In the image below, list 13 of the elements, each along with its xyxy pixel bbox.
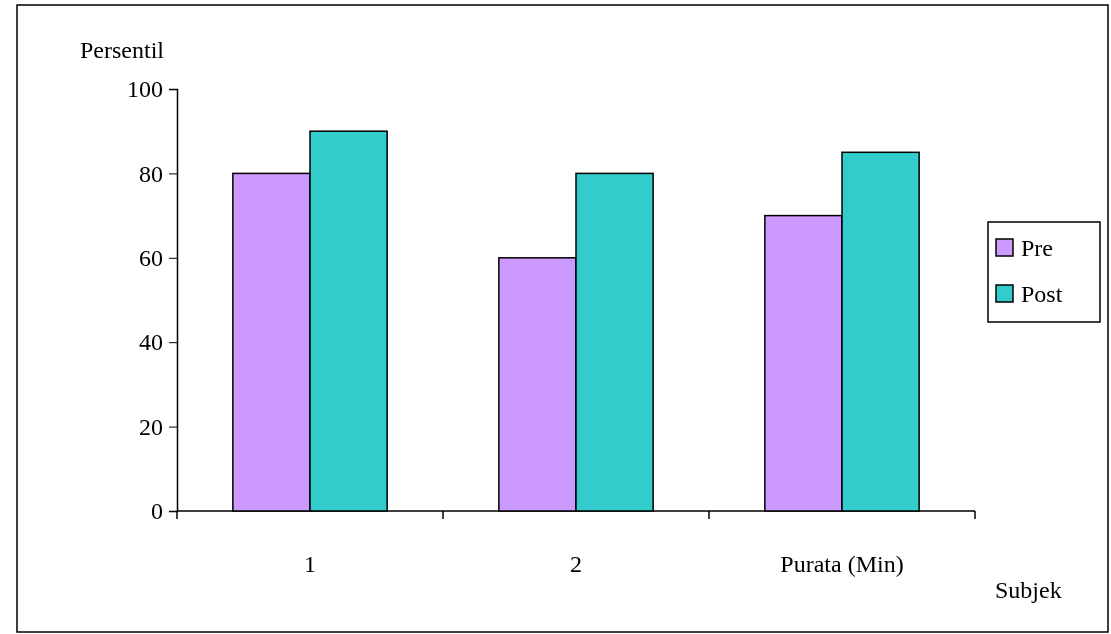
legend-label: Pre	[1021, 235, 1053, 261]
x-tick-label: Purata (Min)	[780, 551, 904, 577]
x-tick-label: 2	[570, 551, 582, 577]
y-tick-label: 80	[139, 160, 163, 187]
legend-label: Post	[1021, 281, 1063, 307]
y-axis-title: Persentil	[80, 37, 165, 63]
y-tick-label: 0	[151, 498, 163, 525]
y-tick-label: 100	[127, 76, 163, 103]
x-axis-title: Subjek	[995, 577, 1062, 603]
x-tick-label: 1	[304, 551, 316, 577]
y-tick-label: 40	[139, 329, 163, 356]
y-tick-label: 60	[139, 244, 163, 271]
y-tick-label: 20	[139, 413, 163, 440]
